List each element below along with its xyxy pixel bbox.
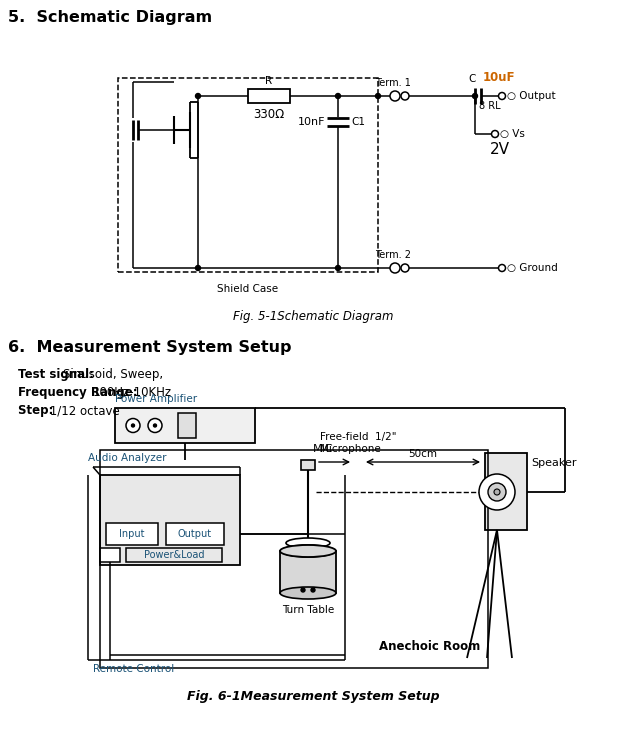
Bar (100, 475, 240, 565)
Circle shape (494, 489, 500, 495)
Bar (106, 523, 158, 545)
Bar (115, 408, 255, 443)
Circle shape (401, 264, 409, 272)
Text: 2V: 2V (490, 142, 510, 157)
Circle shape (301, 588, 305, 592)
Text: −: − (391, 263, 399, 273)
Circle shape (401, 92, 409, 100)
Text: Power&Load: Power&Load (144, 550, 204, 560)
Ellipse shape (282, 545, 334, 557)
Text: 50cm: 50cm (409, 449, 438, 459)
Text: ○ Output: ○ Output (507, 91, 556, 101)
Text: Microphone: Microphone (320, 444, 381, 454)
Text: 10nF: 10nF (297, 117, 325, 127)
Text: 8 RL: 8 RL (479, 101, 501, 111)
Text: Term. 1: Term. 1 (375, 78, 411, 88)
Circle shape (479, 474, 515, 510)
Text: Fig. 6-1Measurement System Setup: Fig. 6-1Measurement System Setup (187, 690, 439, 703)
Bar (485, 453, 527, 530)
Bar (118, 78, 378, 272)
Text: Power Amplifier: Power Amplifier (115, 394, 197, 404)
Bar (178, 413, 196, 438)
Text: ○ Ground: ○ Ground (507, 263, 558, 273)
Circle shape (390, 263, 400, 273)
Circle shape (488, 483, 506, 501)
Circle shape (491, 131, 498, 137)
Circle shape (131, 424, 135, 427)
Text: Turn Table: Turn Table (282, 605, 334, 615)
Text: Term. 2: Term. 2 (375, 250, 411, 260)
Circle shape (336, 94, 341, 98)
Bar (126, 548, 222, 562)
Text: Sinusoid, Sweep,: Sinusoid, Sweep, (63, 368, 163, 381)
Text: Output: Output (178, 529, 212, 539)
Bar (100, 450, 488, 668)
Circle shape (498, 264, 506, 272)
Text: 330Ω: 330Ω (254, 108, 285, 121)
Text: 10uF: 10uF (483, 71, 515, 84)
Circle shape (376, 94, 381, 98)
Text: Input: Input (119, 529, 145, 539)
Text: Step:: Step: (18, 404, 58, 417)
Bar (280, 551, 336, 593)
Ellipse shape (280, 545, 336, 557)
Text: Free-field  1/2": Free-field 1/2" (320, 432, 396, 442)
Ellipse shape (286, 538, 330, 548)
Bar (100, 548, 120, 562)
Text: R: R (265, 76, 272, 86)
Text: C1: C1 (351, 117, 365, 127)
Circle shape (148, 418, 162, 432)
Ellipse shape (280, 587, 336, 599)
Bar (166, 523, 224, 545)
Circle shape (195, 266, 200, 271)
Circle shape (473, 94, 478, 98)
Circle shape (498, 92, 506, 100)
Text: Speaker: Speaker (531, 458, 577, 468)
Text: C: C (468, 74, 476, 84)
Text: +: + (391, 92, 399, 100)
Text: Fig. 5-1Schematic Diagram: Fig. 5-1Schematic Diagram (233, 310, 393, 323)
Text: 1/12 octave: 1/12 octave (46, 404, 120, 417)
Text: 6.  Measurement System Setup: 6. Measurement System Setup (8, 340, 292, 355)
Text: Shield Case: Shield Case (217, 284, 279, 294)
Circle shape (336, 266, 341, 271)
Bar (301, 460, 315, 470)
Bar (248, 89, 290, 103)
Text: Anechoic Room: Anechoic Room (379, 640, 481, 653)
Text: MIC: MIC (313, 444, 334, 454)
Text: Remote Control: Remote Control (93, 664, 174, 674)
Text: Frequency Range:: Frequency Range: (18, 386, 138, 399)
Circle shape (390, 91, 400, 101)
Text: Test signal:: Test signal: (18, 368, 98, 381)
Circle shape (311, 588, 315, 592)
Text: ○ Vs: ○ Vs (500, 129, 525, 139)
Circle shape (153, 424, 156, 427)
Circle shape (195, 94, 200, 98)
Circle shape (126, 418, 140, 432)
Text: 5.  Schematic Diagram: 5. Schematic Diagram (8, 10, 212, 25)
Text: 100Hz-10KHz: 100Hz-10KHz (93, 386, 172, 399)
Text: Audio Analyzer: Audio Analyzer (88, 453, 167, 463)
